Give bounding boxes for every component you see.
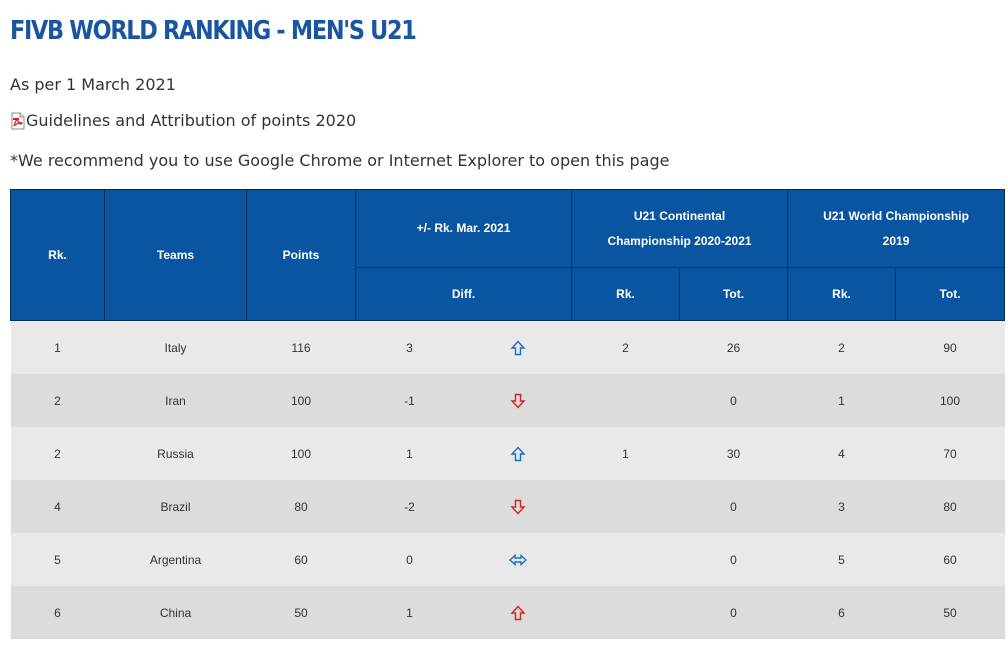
cell-continental-total: 0 bbox=[679, 586, 788, 639]
header-rank-change-group: +/- Rk. Mar. 2021 bbox=[354, 189, 573, 268]
header-points: Points bbox=[246, 189, 356, 321]
header-world-total: Tot. bbox=[895, 267, 1006, 321]
header-diff: Diff. bbox=[354, 267, 573, 321]
cell-rank: 1 bbox=[10, 320, 105, 374]
cell-continental-rank bbox=[571, 586, 680, 639]
cell-diff: -1 bbox=[355, 374, 464, 427]
cell-team: Argentina bbox=[104, 533, 247, 586]
header-continental-rank: Rk. bbox=[571, 267, 681, 321]
guidelines-link[interactable]: Guidelines and Attribution of points 202… bbox=[26, 111, 357, 130]
cell-world-rank: 2 bbox=[787, 320, 896, 374]
cell-points: 116 bbox=[246, 320, 356, 374]
cell-rank: 6 bbox=[10, 586, 105, 639]
cell-continental-total: 0 bbox=[679, 374, 788, 427]
cell-trend bbox=[463, 320, 572, 374]
pdf-icon[interactable] bbox=[10, 112, 26, 130]
guidelines-row: Guidelines and Attribution of points 202… bbox=[10, 111, 356, 130]
table-row: 2 Iran 100 -1 0 1 100 bbox=[10, 374, 1005, 427]
cell-diff: -2 bbox=[355, 480, 464, 533]
cell-team: Brazil bbox=[104, 480, 247, 533]
cell-rank: 2 bbox=[10, 427, 105, 480]
cell-points: 80 bbox=[246, 480, 356, 533]
header-world-line2: 2019 bbox=[882, 233, 910, 248]
browser-recommendation: *We recommend you to use Google Chrome o… bbox=[10, 151, 670, 170]
header-rank: Rk. bbox=[10, 189, 105, 321]
cell-world-total: 80 bbox=[895, 480, 1005, 533]
table-row: 1 Italy 116 3 2 26 2 90 bbox=[10, 320, 1005, 374]
cell-trend bbox=[463, 533, 572, 586]
cell-continental-rank: 1 bbox=[571, 427, 680, 480]
cell-team: China bbox=[104, 586, 247, 639]
arrow-up-icon bbox=[509, 604, 526, 620]
table-row: 4 Brazil 80 -2 0 3 80 bbox=[10, 480, 1005, 533]
cell-world-total: 50 bbox=[895, 586, 1005, 639]
cell-rank: 2 bbox=[10, 374, 105, 427]
cell-team: Iran bbox=[104, 374, 247, 427]
cell-continental-rank bbox=[571, 374, 680, 427]
cell-points: 50 bbox=[246, 586, 356, 639]
header-continental-total: Tot. bbox=[679, 267, 789, 321]
header-continental-line1: U21 Continental bbox=[633, 208, 726, 223]
header-continental-group: U21 Continental Championship 2020-2021 bbox=[571, 189, 789, 268]
cell-diff: 3 bbox=[355, 320, 464, 374]
arrow-down-icon bbox=[509, 393, 526, 409]
header-teams: Teams bbox=[104, 189, 247, 321]
arrow-up-icon bbox=[509, 339, 526, 355]
table-row: 2 Russia 100 1 1 30 4 70 bbox=[10, 427, 1005, 480]
cell-rank: 4 bbox=[10, 480, 105, 533]
arrow-down-icon bbox=[509, 499, 526, 515]
cell-continental-rank bbox=[571, 533, 680, 586]
cell-continental-total: 0 bbox=[679, 480, 788, 533]
ranking-table: Rk. Teams Points +/- Rk. Mar. 2021 U21 C… bbox=[10, 189, 1006, 639]
cell-points: 100 bbox=[246, 427, 356, 480]
cell-diff: 0 bbox=[355, 533, 464, 586]
arrow-left-right-icon bbox=[508, 553, 527, 566]
as-per-date: As per 1 March 2021 bbox=[10, 75, 176, 94]
cell-world-rank: 4 bbox=[787, 427, 896, 480]
cell-trend bbox=[463, 374, 572, 427]
cell-points: 100 bbox=[246, 374, 356, 427]
table-row: 6 China 50 1 0 6 50 bbox=[10, 586, 1005, 639]
cell-points: 60 bbox=[246, 533, 356, 586]
cell-continental-rank bbox=[571, 480, 680, 533]
cell-trend bbox=[463, 427, 572, 480]
cell-world-total: 60 bbox=[895, 533, 1005, 586]
header-world-line1: U21 World Championship bbox=[823, 208, 969, 223]
cell-team: Russia bbox=[104, 427, 247, 480]
cell-trend bbox=[463, 480, 572, 533]
cell-diff: 1 bbox=[355, 427, 464, 480]
arrow-up-icon bbox=[509, 445, 526, 461]
cell-team: Italy bbox=[104, 320, 247, 374]
header-world-group: U21 World Championship 2019 bbox=[787, 189, 1006, 268]
cell-world-total: 90 bbox=[895, 320, 1005, 374]
cell-world-rank: 5 bbox=[787, 533, 896, 586]
page-title: FIVB WORLD RANKING - MEN'S U21 bbox=[10, 16, 417, 46]
cell-continental-total: 30 bbox=[679, 427, 788, 480]
cell-world-total: 70 bbox=[895, 427, 1005, 480]
cell-continental-rank: 2 bbox=[571, 320, 680, 374]
cell-rank: 5 bbox=[10, 533, 105, 586]
cell-world-rank: 3 bbox=[787, 480, 896, 533]
cell-continental-total: 0 bbox=[679, 533, 788, 586]
cell-world-rank: 1 bbox=[787, 374, 896, 427]
header-continental-line2: Championship 2020-2021 bbox=[607, 233, 752, 248]
cell-world-total: 100 bbox=[895, 374, 1005, 427]
cell-trend bbox=[463, 586, 572, 639]
header-world-rank: Rk. bbox=[787, 267, 897, 321]
cell-continental-total: 26 bbox=[679, 320, 788, 374]
cell-diff: 1 bbox=[355, 586, 464, 639]
table-row: 5 Argentina 60 0 0 5 60 bbox=[10, 533, 1005, 586]
cell-world-rank: 6 bbox=[787, 586, 896, 639]
